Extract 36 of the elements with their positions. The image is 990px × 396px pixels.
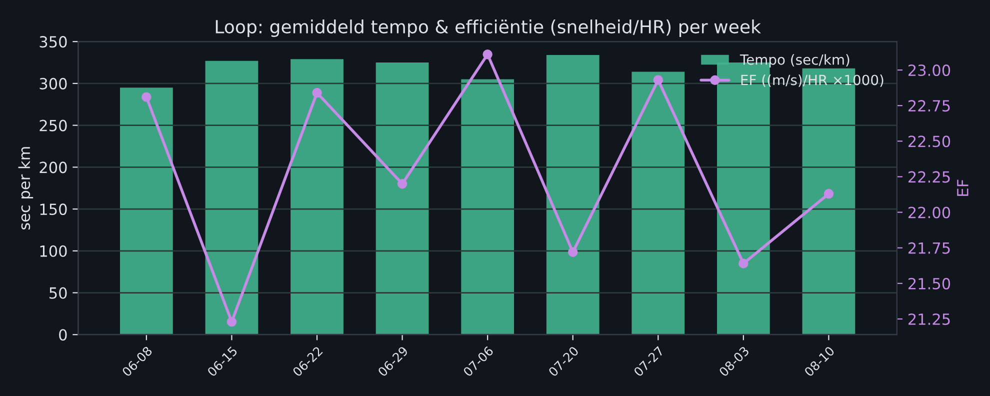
y2-tick-label: 22.25	[908, 171, 950, 183]
y2-tick-label: 21.25	[908, 313, 950, 325]
point	[397, 178, 408, 189]
bar	[546, 54, 600, 335]
point	[568, 247, 578, 257]
y2-tick-label: 22.50	[908, 136, 950, 148]
bar	[461, 79, 514, 335]
y2-tick-label: 22.75	[908, 100, 950, 112]
y2-tick-label: 21.50	[908, 278, 950, 290]
y-tick-label: 100	[40, 245, 67, 257]
point	[824, 188, 834, 199]
legend-label: EF ((m/s)/HR ×1000)	[741, 74, 884, 87]
point	[226, 316, 237, 327]
y-tick-label: 300	[40, 78, 67, 90]
point	[142, 92, 152, 102]
bar	[120, 88, 173, 335]
point	[653, 75, 664, 85]
y-tick-label: 250	[40, 120, 67, 132]
y2-axis-title: EF	[957, 180, 968, 196]
bar	[290, 59, 344, 335]
y-tick-label: 350	[40, 36, 67, 48]
point	[738, 258, 748, 268]
bar	[632, 72, 685, 335]
y-tick-label: 150	[40, 203, 67, 216]
point	[482, 50, 492, 60]
bar	[376, 62, 429, 335]
point	[312, 88, 322, 98]
bar	[205, 60, 258, 335]
y-tick-label: 0	[59, 329, 67, 341]
y-axis-title: sec per km	[18, 147, 34, 230]
y2-tick-label: 23.00	[908, 64, 950, 76]
y2-tick-label: 22.00	[908, 206, 950, 218]
y2-tick-label: 21.75	[908, 242, 950, 254]
y-tick-label: 50	[50, 287, 67, 299]
chart-title: Loop: gemiddeld tempo & efficiëntie (snelheid/HR) per week	[216, 20, 761, 37]
y-tick-label: 200	[40, 162, 67, 174]
